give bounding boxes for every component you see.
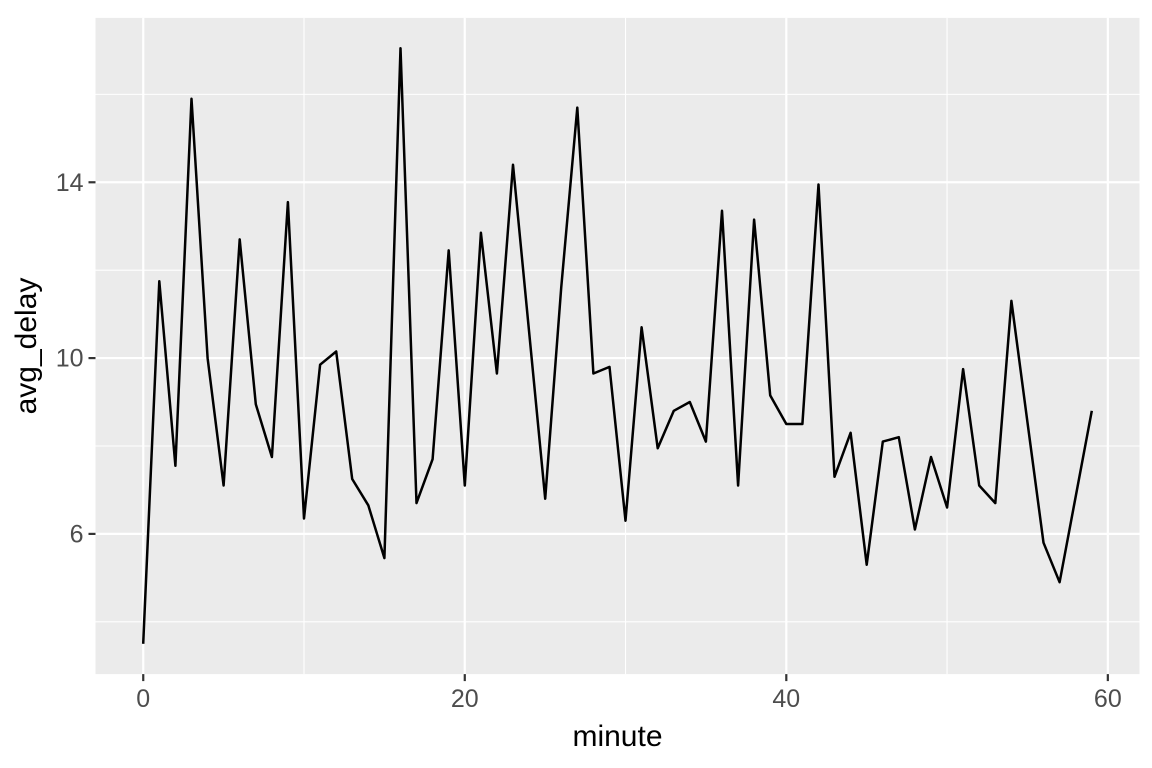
- x-axis-tick-label: 20: [451, 685, 479, 713]
- x-axis-tick-label: 40: [772, 685, 800, 713]
- plot-panel: [95, 17, 1140, 675]
- x-axis-tick-label: 0: [136, 685, 150, 713]
- y-axis-tick-label: 14: [56, 169, 84, 197]
- y-axis-tick-label: 6: [70, 520, 84, 548]
- y-axis-title: avg_delay: [10, 278, 43, 415]
- avg-delay-line-series: [141, 46, 1094, 644]
- y-axis-tick-label: 10: [56, 345, 84, 373]
- x-axis-tick-label: 60: [1094, 685, 1122, 713]
- x-axis-title: minute: [572, 720, 662, 753]
